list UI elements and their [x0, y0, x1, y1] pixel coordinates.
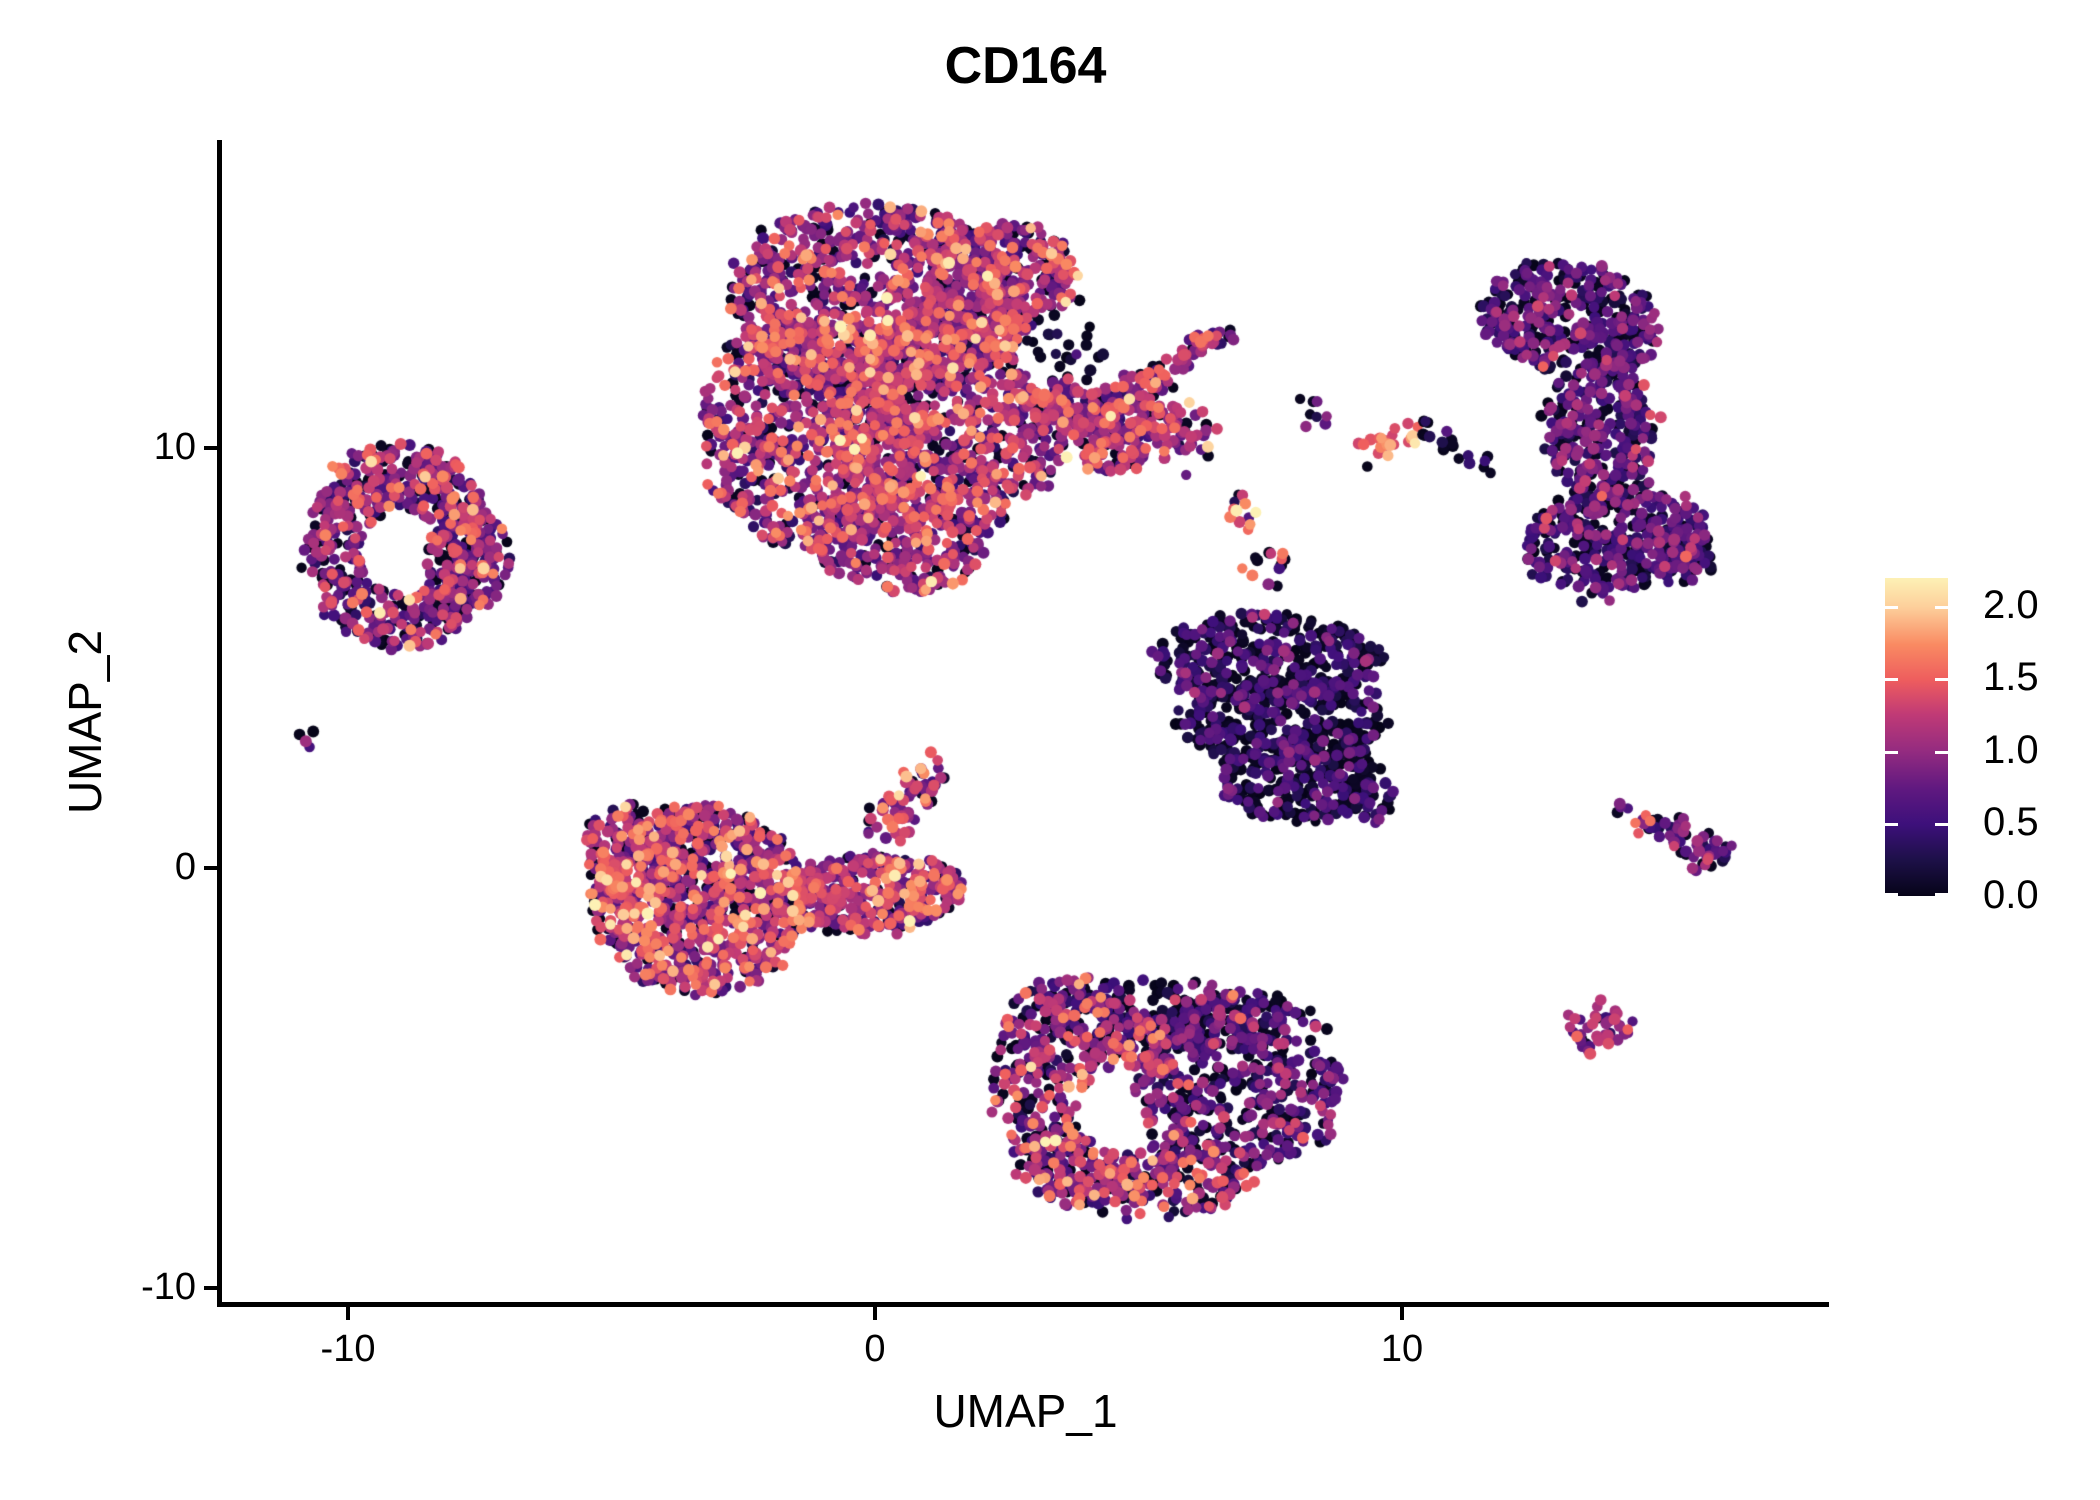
colorbar-tick-mark — [1885, 605, 1898, 609]
colorbar-tick-mark — [1885, 823, 1898, 827]
y-axis-label: UMAP_2 — [59, 629, 111, 815]
colorbar-tick-label: 2.0 — [1983, 582, 2039, 627]
colorbar-tick-mark — [1935, 823, 1948, 827]
y-tick-label: -10 — [141, 1266, 196, 1308]
x-tick-label: 0 — [864, 1328, 886, 1370]
x-axis-line — [217, 1302, 1829, 1307]
colorbar-tick-mark — [1935, 605, 1948, 609]
x-tick-mark — [1400, 1307, 1404, 1320]
y-axis-line — [217, 140, 222, 1307]
colorbar-tick-mark — [1885, 678, 1898, 682]
y-tick-label: 0 — [174, 846, 196, 888]
y-tick-mark — [204, 446, 217, 450]
y-tick-label: 10 — [153, 426, 196, 468]
colorbar-tick-mark — [1935, 893, 1948, 896]
x-tick-mark — [346, 1307, 350, 1320]
x-tick-label: -10 — [320, 1328, 376, 1370]
plot-title: CD164 — [944, 37, 1107, 95]
colorbar-gradient — [1885, 578, 1948, 896]
colorbar-tick-mark — [1935, 750, 1948, 754]
colorbar-tick-label: 0.0 — [1983, 873, 2039, 917]
colorbar-tick-mark — [1935, 678, 1948, 682]
colorbar-tick-label: 0.5 — [1983, 800, 2039, 845]
colorbar-tick-label: 1.5 — [1983, 655, 2039, 700]
colorbar-tick-mark — [1885, 750, 1898, 754]
colorbar-tick-mark — [1885, 893, 1898, 896]
y-tick-mark — [204, 866, 217, 870]
colorbar-tick-label: 1.0 — [1983, 727, 2039, 772]
x-axis-label: UMAP_1 — [933, 1385, 1118, 1437]
x-tick-label: 10 — [1380, 1328, 1424, 1370]
y-tick-mark — [204, 1286, 217, 1290]
x-tick-mark — [873, 1307, 877, 1320]
